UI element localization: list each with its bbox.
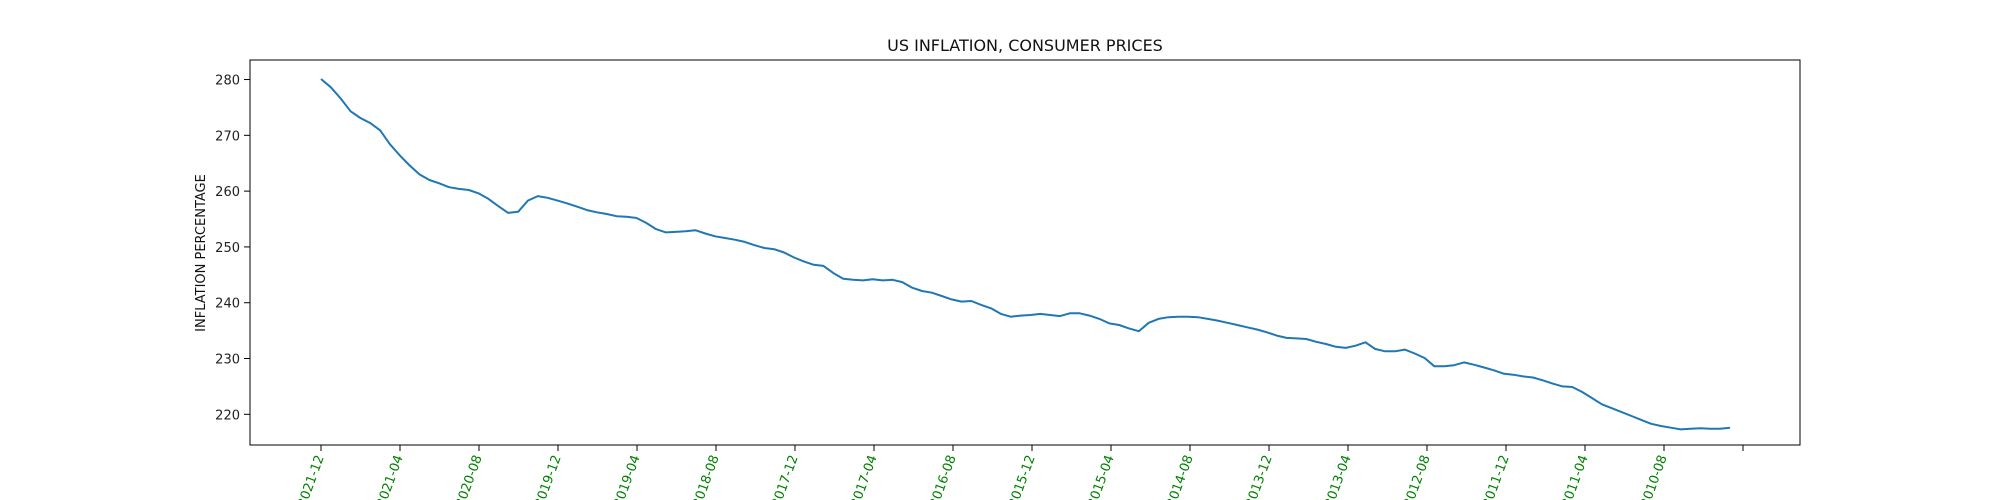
x-tick-label: 2015-12 [1006,453,1039,500]
y-tick-label: 240 [215,297,240,312]
series-layer [320,78,1731,431]
y-tick-label: 230 [215,353,240,368]
x-tick-label: 2016-08 [927,453,960,500]
y-tick-label: 270 [215,129,240,144]
x-tick-label: 2011-12 [1480,453,1513,500]
x-tick-label: 2015-04 [1085,453,1118,500]
y-axis: 220 230 240 250 260 270 280 [215,74,250,423]
x-tick-label: 2012-08 [1401,453,1434,500]
y-axis-label: INFLATION PERCENTAGE [194,174,209,332]
x-tick-label: 2019-04 [611,453,644,500]
x-tick-label: 2013-12 [1243,453,1276,500]
x-tick-label: 2021-12 [295,453,328,500]
x-tick-label: 2017-04 [848,453,881,500]
x-axis: 2021-12 2021-04 2020-08 2019-12 2019-04 2018-… [295,445,1744,500]
x-tick-label: 2017-12 [769,453,802,500]
y-tick-label: 260 [215,185,240,200]
x-tick-label: 2020-08 [453,453,486,500]
series-line [320,78,1731,431]
x-tick-label: 2021-04 [374,453,407,500]
x-tick-label: 2014-08 [1164,453,1197,500]
plot-area-frame [249,59,1801,446]
x-tick-label: 2010-08 [1638,453,1671,500]
y-tick-label: 280 [215,74,240,89]
y-tick-label: 250 [215,241,240,256]
x-tick-label: 2018-08 [690,453,723,500]
x-tick-label: 2013-04 [1322,453,1355,500]
y-tick-label: 220 [215,408,240,423]
chart-title: US INFLATION, CONSUMER PRICES [887,36,1163,55]
x-tick-label: 2019-12 [532,453,565,500]
x-tick-label: 2011-04 [1559,453,1592,500]
